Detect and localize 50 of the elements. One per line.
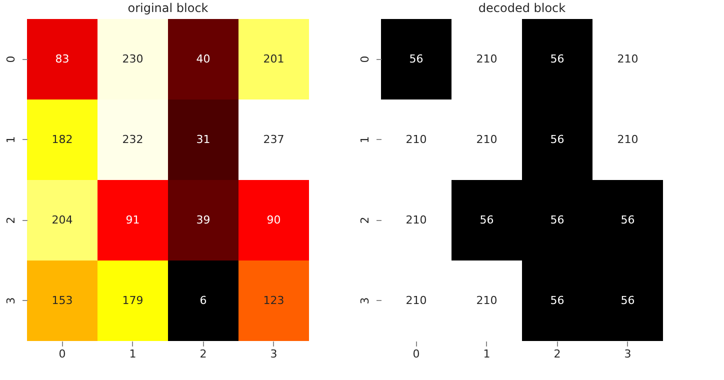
data-label: 6 [200,294,207,307]
data-label: 210 [476,132,498,146]
y-tick-label: 2 [358,216,372,224]
data-label: 56 [620,213,635,226]
y-tick-label: 0 [4,56,18,63]
data-label: 201 [263,52,284,66]
x-tick-label: 1 [129,348,136,360]
x-tick-label: 0 [412,348,420,360]
y-tick-label: 0 [358,56,372,63]
data-label: 123 [263,294,284,307]
data-label: 56 [550,52,564,66]
x-tick-label: 3 [270,348,278,360]
data-label: 210 [617,52,638,66]
data-label: 56 [550,132,564,146]
data-label: 230 [122,52,144,66]
data-label: 210 [476,294,498,307]
data-label: 210 [617,132,638,146]
data-label: 237 [263,132,284,146]
chart-title: decoded block [478,1,566,15]
data-label: 56 [480,213,494,226]
x-tick-label: 3 [624,348,632,360]
data-label: 210 [476,52,498,66]
data-label: 204 [52,213,73,226]
chart-title: original block [128,1,208,15]
data-label: 56 [620,294,635,307]
y-tick-label: 3 [358,297,372,304]
data-label: 56 [550,294,564,307]
x-tick-label: 2 [554,348,561,360]
x-tick-label: 1 [483,348,490,360]
data-label: 210 [406,213,427,226]
data-label: 179 [122,294,144,307]
data-label: 56 [550,213,564,226]
data-label: 182 [52,132,73,146]
data-label: 56 [409,52,424,66]
data-label: 31 [196,132,210,146]
y-tick-label: 1 [4,136,18,144]
y-tick-label: 2 [4,216,18,224]
data-label: 210 [406,132,427,146]
data-label: 210 [406,294,427,307]
data-label: 90 [266,213,281,226]
data-label: 39 [196,213,210,226]
data-label: 91 [126,213,140,226]
x-tick-label: 2 [200,348,207,360]
data-label: 232 [122,132,144,146]
data-label: 40 [196,52,210,66]
data-label: 83 [55,52,70,66]
y-tick-label: 3 [4,297,18,304]
y-tick-label: 1 [358,136,372,144]
data-label: 153 [52,294,73,307]
x-tick-label: 0 [58,348,66,360]
